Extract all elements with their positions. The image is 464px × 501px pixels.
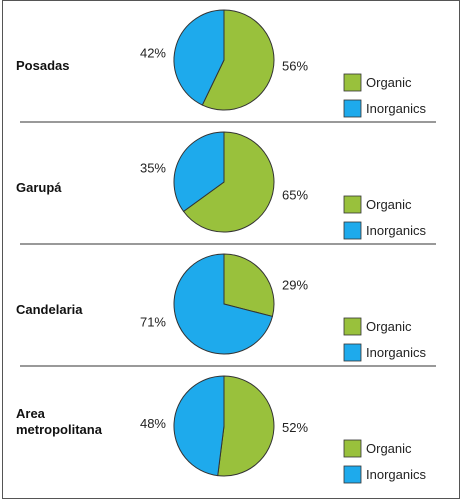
pie-slice-label: 35% <box>140 160 166 175</box>
pie-slice-organic <box>201 9 275 111</box>
pie-panel-candelaria: Candelaria 29% 71% Organic Inorganics <box>16 253 426 362</box>
pie-slice-label: 48% <box>140 416 166 431</box>
pie-panel-area-metropolitana: Area metropolitana 52% 48% Organic Inorganics <box>16 375 426 484</box>
legend-label-inorganics: Inorganics <box>366 467 426 482</box>
pie-slice-inorganics <box>173 131 225 213</box>
legend-swatch-inorganics <box>343 221 362 240</box>
legend-label-inorganics: Inorganics <box>366 345 426 360</box>
legend-label-organic: Organic <box>366 319 412 334</box>
pie-slice-label: 29% <box>282 278 308 293</box>
pie-title: Area metropolitana <box>16 406 103 437</box>
legend-swatch-inorganics <box>343 99 362 118</box>
pie-slice-label: 56% <box>282 59 308 74</box>
pie-slice-organic <box>217 375 275 477</box>
pie-slice-inorganics <box>173 9 225 106</box>
legend-swatch-inorganics <box>343 343 362 362</box>
pie-title: Posadas <box>16 58 69 73</box>
pie-title: Candelaria <box>16 302 83 317</box>
pie-slice-organic <box>182 131 275 233</box>
legend-swatch-organic <box>343 195 362 214</box>
pie-slice-inorganics <box>173 375 225 477</box>
legend-swatch-organic <box>343 73 362 92</box>
pie-panel-posadas: Posadas 56% 42% Organic Inorganics <box>16 9 426 118</box>
pie-slice-label: 52% <box>282 420 308 435</box>
legend-label-inorganics: Inorganics <box>366 101 426 116</box>
pie-panel-garupa: Garupá 65% 35% Organic Inorganics <box>16 131 426 240</box>
legend-label-organic: Organic <box>366 197 412 212</box>
legend-swatch-inorganics <box>343 465 362 484</box>
pie-slice-label: 71% <box>140 314 166 329</box>
legend-label-organic: Organic <box>366 441 412 456</box>
pie-slice-organic <box>223 253 275 318</box>
pie-slice-label: 65% <box>282 188 308 203</box>
legend-label-organic: Organic <box>366 75 412 90</box>
legend-label-inorganics: Inorganics <box>366 223 426 238</box>
pie-slice-label: 42% <box>140 45 166 60</box>
pie-slice-inorganics <box>173 253 274 355</box>
legend-swatch-organic <box>343 317 362 336</box>
pie-title: Garupá <box>16 180 62 195</box>
legend-swatch-organic <box>343 439 362 458</box>
